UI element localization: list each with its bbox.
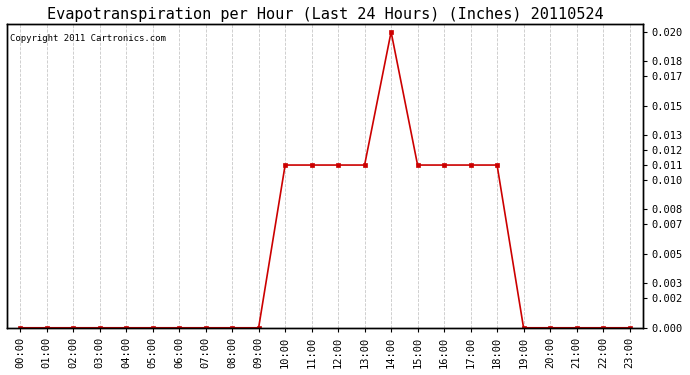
- Title: Evapotranspiration per Hour (Last 24 Hours) (Inches) 20110524: Evapotranspiration per Hour (Last 24 Hou…: [46, 7, 603, 22]
- Text: Copyright 2011 Cartronics.com: Copyright 2011 Cartronics.com: [10, 34, 166, 43]
